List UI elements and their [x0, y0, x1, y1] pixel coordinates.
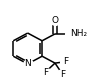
Text: O: O	[52, 16, 59, 25]
Text: F: F	[43, 68, 48, 77]
Text: NH₂: NH₂	[70, 29, 87, 38]
Text: F: F	[63, 57, 68, 66]
Text: N: N	[24, 59, 31, 68]
Text: F: F	[60, 70, 65, 79]
